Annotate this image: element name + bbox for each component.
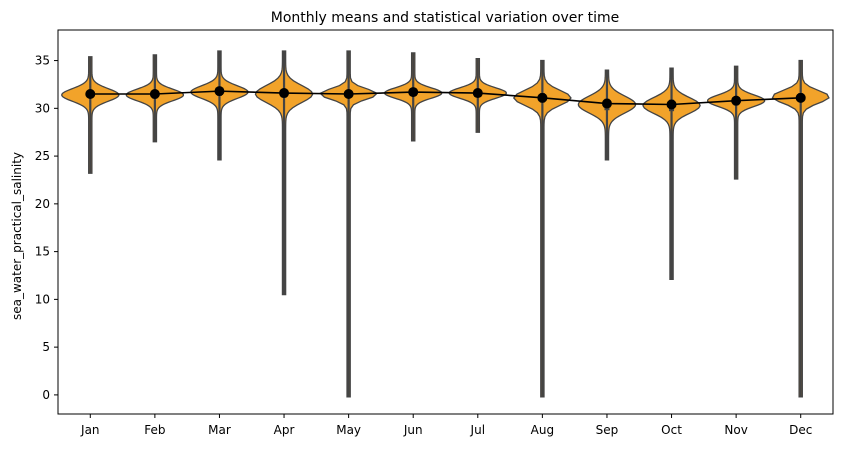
y-tick-label: 25 <box>35 149 50 163</box>
x-tick-label: Apr <box>274 423 295 437</box>
mean-layer <box>85 86 806 110</box>
y-tick-label: 15 <box>35 245 50 259</box>
mean-point <box>408 87 419 98</box>
mean-point <box>214 86 225 97</box>
y-axis-label: sea_water_practical_salinity <box>10 152 24 320</box>
violin-nov <box>706 65 766 180</box>
violin-jan <box>61 56 120 174</box>
violin-mar <box>190 50 249 161</box>
x-tick-label: Jun <box>403 423 423 437</box>
x-tick-label: Aug <box>531 423 554 437</box>
y-tick-label: 20 <box>35 197 50 211</box>
mean-line <box>90 90 801 106</box>
chart-title: Monthly means and statistical variation … <box>271 10 619 26</box>
x-tick-label: Dec <box>789 423 812 437</box>
x-tick-label: Feb <box>144 423 165 437</box>
y-tick-label: 30 <box>35 101 50 115</box>
violin-apr <box>254 50 314 296</box>
violin-aug <box>512 59 572 398</box>
x-tick-label: Jan <box>80 423 100 437</box>
violin-group <box>61 50 830 398</box>
mean-point <box>472 88 483 99</box>
mean-point <box>795 92 806 103</box>
violin-sep <box>577 69 637 161</box>
x-tick-label: Jul <box>470 423 485 437</box>
violin-may <box>319 50 379 398</box>
x-tick-label: May <box>336 423 361 437</box>
x-axis: Jan Feb Mar Apr May Jun Jul Aug Sep Oct Nov Dec <box>80 414 812 437</box>
y-tick-label: 5 <box>42 340 50 354</box>
x-tick-label: Oct <box>661 423 682 437</box>
mean-point <box>343 89 354 99</box>
mean-point <box>279 88 290 99</box>
y-axis: 0 5 10 15 20 25 30 35 <box>35 54 58 402</box>
mean-point <box>731 95 742 106</box>
x-tick-label: Nov <box>724 423 747 437</box>
mean-point <box>85 89 96 99</box>
y-tick-label: 10 <box>35 292 50 306</box>
mean-point <box>666 99 677 110</box>
plot-frame <box>57 29 834 415</box>
x-tick-label: Sep <box>596 423 619 437</box>
y-tick-label: 35 <box>35 54 50 68</box>
mean-point <box>537 92 548 103</box>
mean-point <box>601 98 612 109</box>
mean-point <box>149 89 160 99</box>
y-tick-label: 0 <box>42 388 50 402</box>
x-tick-label: Mar <box>208 423 231 437</box>
violin-dec <box>771 59 830 398</box>
